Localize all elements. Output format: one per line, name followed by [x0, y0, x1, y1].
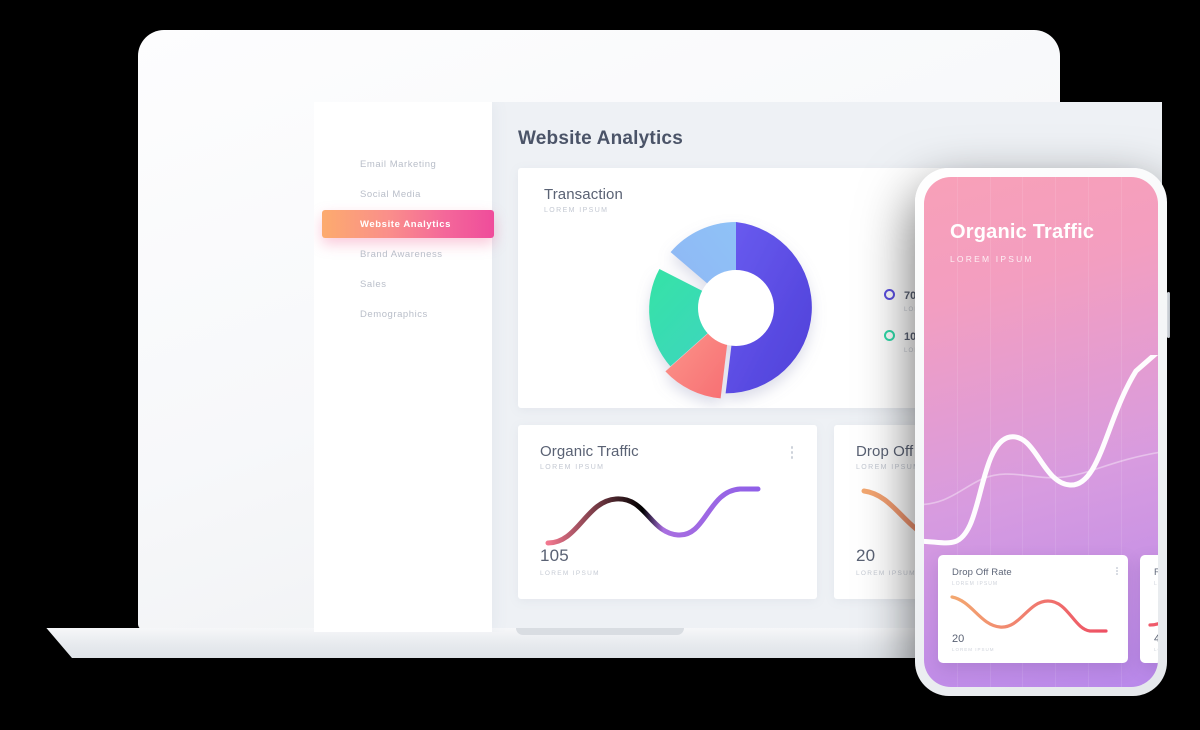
phone-wave-chart	[924, 355, 1158, 546]
sidebar-item-label: Sales	[360, 278, 387, 290]
transaction-card-subtitle: LOREM IPSUM	[544, 207, 609, 214]
organic-traffic-sparkline	[545, 486, 761, 546]
organic-traffic-value-sub: LOREM IPSUM	[540, 570, 600, 577]
organic-traffic-title: Organic Traffic	[540, 443, 639, 460]
kebab-menu-icon[interactable]	[1116, 567, 1118, 575]
phone-header: Organic Traffic LOREM IPSUM	[924, 177, 1158, 264]
phone-drop-off-rate-card: Drop Off Rate LOREM IPSUM	[938, 555, 1128, 663]
sidebar-item-label: Demographics	[360, 308, 428, 320]
drop-off-rate-subtitle: LOREM IPSUM	[856, 464, 921, 471]
donut-chart	[636, 208, 836, 408]
sidebar-item-label: Website Analytics	[360, 218, 451, 230]
legend-ring-icon	[884, 330, 895, 341]
phone-card-value-sub: LOREM IPSUM	[952, 647, 995, 652]
phone-gridlines	[924, 177, 1158, 687]
phone-card-value: 4	[1154, 633, 1158, 645]
transaction-card-title: Transaction	[544, 186, 623, 203]
organic-traffic-value: 105	[540, 546, 569, 565]
sidebar-item-social-media[interactable]: Social Media	[314, 180, 492, 208]
donut-chart-svg	[649, 221, 812, 399]
sidebar-item-label: Email Marketing	[360, 158, 437, 170]
sidebar: Email Marketing Social Media Website Ana…	[314, 102, 494, 632]
sidebar-item-sales[interactable]: Sales	[314, 270, 492, 298]
organic-traffic-header: Organic Traffic LOREM IPSUM	[540, 443, 797, 471]
phone-card-value-block: 20 LOREM IPSUM	[952, 633, 995, 652]
phone-card-list: Drop Off Rate LOREM IPSUM	[938, 555, 1158, 663]
phone-card-value-block: 4 LO	[1154, 633, 1158, 652]
drop-off-rate-value: 20	[856, 546, 876, 565]
sidebar-item-brand-awareness[interactable]: Brand Awareness	[314, 240, 492, 268]
sidebar-item-label: Social Media	[360, 188, 421, 200]
phone-title: Organic Traffic	[950, 221, 1095, 243]
organic-traffic-heading: Organic Traffic LOREM IPSUM	[540, 443, 639, 471]
sidebar-item-label: Brand Awareness	[360, 248, 443, 260]
phone-card-value: 20	[952, 633, 965, 645]
phone-power-button[interactable]	[1167, 292, 1170, 338]
sidebar-item-email-marketing[interactable]: Email Marketing	[314, 150, 492, 178]
laptop-base-notch	[516, 628, 684, 635]
phone-card-value-sub: LO	[1154, 647, 1158, 652]
kebab-menu-icon[interactable]	[787, 443, 798, 462]
organic-traffic-subtitle: LOREM IPSUM	[540, 464, 605, 471]
sidebar-item-demographics[interactable]: Demographics	[314, 300, 492, 328]
page-title: Website Analytics	[518, 128, 683, 149]
phone-mockup: Organic Traffic LOREM IPSUM Drop Off Rat…	[915, 168, 1170, 696]
phone-card-subtitle: LOREM IPSUM	[952, 581, 999, 587]
organic-traffic-value-block: 105 LOREM IPSUM	[540, 546, 600, 577]
transaction-card-body: 70% LOREM IPSUM 10% LOREM IPSUM	[544, 214, 1138, 414]
drop-off-rate-value-sub: LOREM IPSUM	[856, 570, 916, 577]
drop-off-rate-value-block: 20 LOREM IPSUM	[856, 546, 916, 577]
phone-screen: Organic Traffic LOREM IPSUM Drop Off Rat…	[924, 177, 1158, 687]
phone-card-sparkline	[950, 595, 1108, 633]
phone-card-sparkline	[1148, 621, 1158, 627]
phone-secondary-card: R LO 4 LO	[1140, 555, 1158, 663]
phone-subtitle: LOREM IPSUM	[950, 254, 1034, 264]
phone-card-title: R	[1154, 567, 1158, 578]
phone-card-title: Drop Off Rate	[952, 567, 1012, 578]
sidebar-item-website-analytics[interactable]: Website Analytics	[322, 210, 494, 238]
phone-card-subtitle: LO	[1154, 581, 1158, 587]
organic-traffic-card: Organic Traffic LOREM IPSUM	[518, 425, 817, 599]
legend-ring-icon	[884, 289, 895, 300]
